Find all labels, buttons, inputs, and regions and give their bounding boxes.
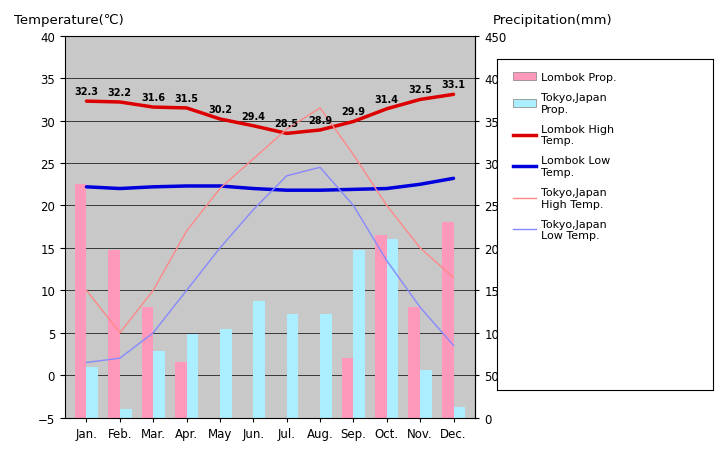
Text: 31.4: 31.4 xyxy=(375,95,399,105)
Bar xyxy=(420,370,432,418)
Bar xyxy=(375,235,387,418)
Bar xyxy=(75,185,86,418)
Text: 31.6: 31.6 xyxy=(141,93,165,103)
Text: 31.5: 31.5 xyxy=(174,94,199,104)
Text: 32.3: 32.3 xyxy=(74,87,99,97)
Bar xyxy=(186,335,198,418)
Text: 30.2: 30.2 xyxy=(208,105,232,115)
Bar xyxy=(342,358,354,418)
Bar xyxy=(454,408,465,418)
Text: 28.9: 28.9 xyxy=(308,116,332,126)
Bar xyxy=(220,330,232,418)
Text: 29.4: 29.4 xyxy=(241,112,265,121)
Bar xyxy=(153,352,165,418)
Text: 28.5: 28.5 xyxy=(274,119,299,129)
Text: 29.9: 29.9 xyxy=(341,107,366,117)
Bar xyxy=(120,409,132,418)
Bar xyxy=(320,314,332,418)
Legend: Lombok Prop., Tokyo,Japan
Prop., Lombok High
Temp., Lombok Low
Temp., Tokyo,Japa: Lombok Prop., Tokyo,Japan Prop., Lombok … xyxy=(509,68,621,245)
Text: 32.5: 32.5 xyxy=(408,85,432,95)
Bar xyxy=(86,367,98,418)
Bar xyxy=(442,223,454,418)
Bar xyxy=(175,363,186,418)
Bar xyxy=(287,314,298,418)
Bar xyxy=(253,302,265,418)
Text: Temperature(℃): Temperature(℃) xyxy=(14,14,124,27)
Bar xyxy=(142,308,153,418)
Bar xyxy=(387,239,398,418)
Bar xyxy=(354,250,365,418)
Text: 33.1: 33.1 xyxy=(441,80,466,90)
Text: 32.2: 32.2 xyxy=(108,88,132,98)
Bar xyxy=(408,308,420,418)
Bar xyxy=(108,251,120,418)
Text: Precipitation(mm): Precipitation(mm) xyxy=(493,14,613,27)
